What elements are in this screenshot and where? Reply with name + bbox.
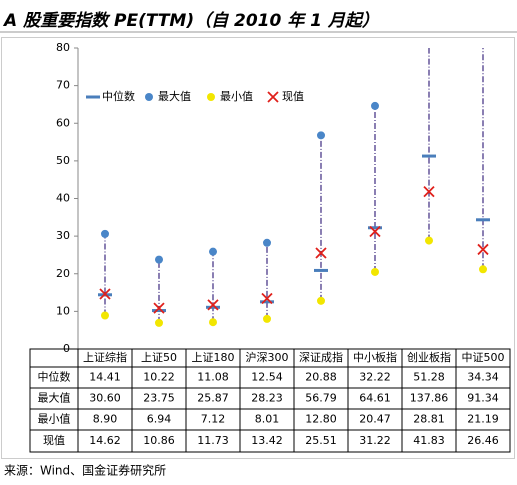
table-cell: 56.79 <box>305 392 337 405</box>
marker <box>260 300 274 304</box>
table-cell: 14.41 <box>89 371 121 384</box>
marker <box>423 185 435 198</box>
x-tick-label: 上证180 <box>192 351 235 364</box>
source: 来源：Wind、国金证券研究所 <box>4 463 166 478</box>
marker <box>101 311 109 320</box>
marker <box>263 238 271 247</box>
table-cell: 13.42 <box>251 434 283 447</box>
table-cell: 8.01 <box>255 413 280 426</box>
y-tick-label: 20 <box>56 267 70 280</box>
x-tick-label: 上证综指 <box>83 350 127 364</box>
marker <box>263 314 271 323</box>
y-tick-label: 70 <box>56 79 70 92</box>
legend-label: 中位数 <box>102 89 135 103</box>
marker <box>261 292 273 305</box>
marker <box>479 265 487 274</box>
marker <box>369 225 381 238</box>
y-tick-label: 60 <box>56 116 70 129</box>
legend-label: 现值 <box>282 90 304 103</box>
table-cell: 11.08 <box>197 371 229 384</box>
table-row-label: 最大值 <box>38 391 71 405</box>
chart-frame <box>1 37 515 459</box>
table-cell: 21.19 <box>467 413 499 426</box>
y-tick-label: 80 <box>56 41 70 54</box>
table-cell: 137.86 <box>410 392 449 405</box>
table-cell: 25.51 <box>305 434 337 447</box>
table-cell: 31.22 <box>359 434 391 447</box>
marker <box>206 305 220 309</box>
x-tick-label: 中小板指 <box>353 350 397 364</box>
table-cell: 10.86 <box>143 434 175 447</box>
y-tick-label: 40 <box>56 192 70 205</box>
table-cell: 14.62 <box>89 434 121 447</box>
marker <box>153 302 165 314</box>
marker <box>422 154 436 158</box>
x-tick-label: 中证500 <box>462 351 505 364</box>
y-tick-label: 30 <box>56 229 70 242</box>
table-cell: 28.81 <box>413 413 445 426</box>
table-cell: 64.61 <box>359 392 391 405</box>
marker <box>209 318 217 327</box>
table-row-label: 最小值 <box>38 413 71 426</box>
table-cell: 51.28 <box>413 371 445 384</box>
table-cell: 41.83 <box>413 434 445 447</box>
table-cell: 28.23 <box>251 392 283 405</box>
marker <box>155 318 163 327</box>
marker <box>317 131 325 140</box>
table-row-label: 现值 <box>43 434 65 447</box>
table-cell: 6.94 <box>147 413 172 426</box>
table-cell: 11.73 <box>197 434 229 447</box>
legend-marker <box>267 91 279 103</box>
table-cell: 20.47 <box>359 413 391 426</box>
marker <box>476 218 490 222</box>
table-cell: 25.87 <box>197 392 229 405</box>
table-cell: 32.22 <box>359 371 391 384</box>
marker <box>477 243 489 256</box>
marker <box>209 247 217 256</box>
table-cell: 7.12 <box>201 413 226 426</box>
table-cell: 23.75 <box>143 392 175 405</box>
table-cell: 30.60 <box>89 392 121 405</box>
x-tick-label: 沪深300 <box>246 350 289 364</box>
table-cell: 12.54 <box>251 371 283 384</box>
table-cell: 8.90 <box>93 413 118 426</box>
x-tick-label: 深证成指 <box>299 350 343 364</box>
legend-label: 最大值 <box>158 89 191 103</box>
y-tick-label: 50 <box>56 154 70 167</box>
x-tick-label: 创业板指 <box>407 350 451 364</box>
chart-title: A 股重要指数 PE(TTM)（自 2010 年 1 月起） <box>2 11 379 31</box>
marker <box>425 236 433 245</box>
legend-marker <box>86 95 100 99</box>
marker <box>101 229 109 238</box>
table-cell: 20.88 <box>305 371 337 384</box>
table-cell: 26.46 <box>467 434 499 447</box>
marker <box>371 267 379 276</box>
marker <box>368 226 382 230</box>
y-tick-label: 10 <box>56 304 70 317</box>
table-cell: 91.34 <box>467 392 499 405</box>
table-cell: 10.22 <box>143 371 175 384</box>
table-row-label: 中位数 <box>38 370 71 384</box>
marker <box>155 255 163 264</box>
marker <box>317 296 325 305</box>
marker <box>314 268 328 272</box>
marker <box>152 309 166 313</box>
table-cell: 12.80 <box>305 413 337 426</box>
marker <box>371 101 379 110</box>
marker <box>315 247 327 259</box>
marker <box>207 299 219 311</box>
marker <box>99 288 111 300</box>
legend-label: 最小值 <box>220 90 253 103</box>
table-cell: 34.34 <box>467 371 499 384</box>
legend-marker <box>145 93 153 101</box>
legend-marker <box>207 93 215 101</box>
x-tick-label: 上证50 <box>141 351 177 364</box>
